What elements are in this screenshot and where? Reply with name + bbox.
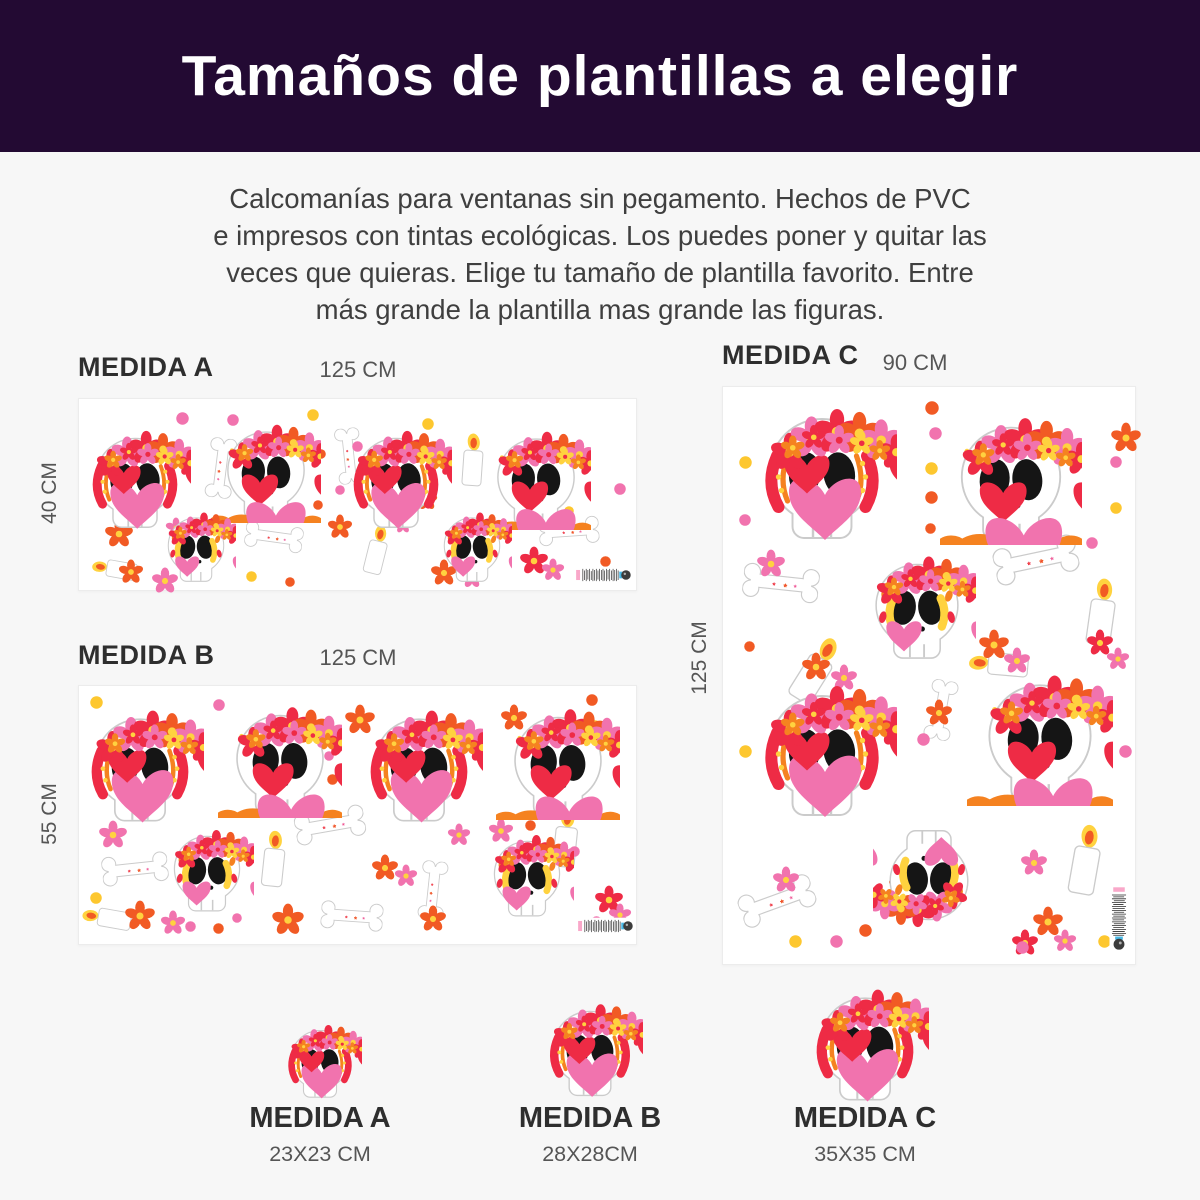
flower-sticker xyxy=(758,852,786,880)
dot-sticker xyxy=(170,406,183,419)
dot-sticker xyxy=(280,572,290,582)
bone-sticker xyxy=(243,519,304,553)
sticker-sheet-b xyxy=(78,685,637,945)
skull-gold-sticker xyxy=(858,544,976,662)
dot-sticker xyxy=(179,915,190,926)
width-label-c: 90 CM xyxy=(882,350,948,375)
section-label-medida-c: MEDIDA C xyxy=(722,340,859,370)
candle-sticker xyxy=(1059,821,1111,900)
flower-sticker xyxy=(1041,917,1065,941)
dot-sticker xyxy=(824,929,837,942)
sample-name-a: MEDIDA A xyxy=(249,1102,391,1134)
dot-sticker xyxy=(782,929,795,942)
sample-skull-a xyxy=(278,1016,362,1100)
height-label-b: 55 CM xyxy=(38,783,61,845)
sample-label-c: MEDIDA C 35X35 CM xyxy=(715,1102,1015,1167)
flower-sticker xyxy=(105,546,131,572)
sample-size-c: 35X35 CM xyxy=(814,1142,916,1166)
dot-sticker xyxy=(918,456,931,469)
flower-sticker xyxy=(1094,406,1126,438)
dot-sticker xyxy=(84,886,96,898)
dot-sticker xyxy=(608,477,620,489)
sample-size-a: 23X23 CM xyxy=(269,1142,371,1166)
skull-curl-sticker xyxy=(496,696,620,820)
skull-curl-sticker xyxy=(940,403,1082,545)
skull-gold-sticker xyxy=(480,825,574,919)
sample-name-b: MEDIDA B xyxy=(518,1102,662,1134)
dot-sticker xyxy=(594,550,605,561)
dot-sticker xyxy=(733,738,746,751)
candle-sticker xyxy=(255,828,293,890)
skull-curl-sticker xyxy=(218,694,342,818)
skull-warm-sticker xyxy=(355,697,483,825)
skull-warm-sticker xyxy=(747,393,897,543)
width-label-b: 125 CM xyxy=(319,645,397,670)
skull-gold-sticker xyxy=(156,504,236,584)
dot-sticker xyxy=(910,727,923,740)
sample-name-c: MEDIDA C xyxy=(793,1102,937,1134)
section-label-medida-b: MEDIDA B xyxy=(78,640,215,670)
flower-sticker xyxy=(1006,835,1034,863)
dot-sticker xyxy=(733,508,745,520)
section-label-medida-a: MEDIDA A xyxy=(78,352,214,382)
flower-sticker xyxy=(108,884,140,916)
dot-sticker xyxy=(918,394,932,408)
dot-sticker xyxy=(733,450,746,463)
dot-sticker xyxy=(1009,934,1022,947)
flower-sticker xyxy=(382,852,406,876)
bc-sticker xyxy=(577,918,633,935)
flower-sticker xyxy=(596,891,620,915)
intro-text: Calcomanías para ventanas sin pegamento.… xyxy=(70,180,1130,328)
dot-sticker xyxy=(207,918,218,929)
bc-sticker xyxy=(1109,886,1128,950)
sticker-sheet-c xyxy=(722,386,1136,965)
flower-sticker xyxy=(529,546,553,570)
dot-sticker xyxy=(1091,929,1104,942)
skull-curl-sticker xyxy=(967,660,1113,806)
skull-warm-sticker xyxy=(747,670,897,820)
sample-skull-b xyxy=(537,993,643,1099)
height-label-c: 125 CM xyxy=(688,621,711,695)
skull-gold-sticker xyxy=(432,504,512,584)
sample-label-b: MEDIDA B 28X28CM xyxy=(440,1102,740,1167)
skull-gold-sticker xyxy=(873,827,985,939)
bc-sticker xyxy=(575,566,631,583)
intro-line-4: más grande la plantilla mas grande las f… xyxy=(315,294,885,325)
flower-sticker xyxy=(405,891,433,919)
skull-warm-sticker xyxy=(76,697,204,825)
flower-sticker xyxy=(1094,635,1118,659)
height-label-a: 40 CM xyxy=(38,462,61,524)
dot-sticker xyxy=(241,565,252,576)
flower-sticker xyxy=(989,633,1017,661)
dot-sticker xyxy=(1104,450,1116,462)
intro-line-3: veces que quieras. Elige tu tamaño de pl… xyxy=(226,257,974,288)
sticker-sheet-a xyxy=(78,398,637,591)
dot-sticker xyxy=(923,421,936,434)
bone-sticker xyxy=(320,899,384,932)
sample-size-b: 28X28CM xyxy=(542,1142,638,1166)
dot-sticker xyxy=(330,480,340,490)
intro-line-1: Calcomanías para ventanas sin pegamento.… xyxy=(229,183,971,214)
dot-sticker xyxy=(852,917,865,930)
sample-skull-c xyxy=(801,976,929,1104)
width-label-a: 125 CM xyxy=(319,357,397,382)
flower-sticker xyxy=(786,637,816,667)
dot-sticker xyxy=(919,517,930,528)
bone-sticker xyxy=(741,562,820,605)
dot-sticker xyxy=(1104,496,1116,508)
header-banner: Tamaños de plantillas a elegir xyxy=(0,0,1200,152)
dot-sticker xyxy=(738,635,749,646)
skull-gold-sticker xyxy=(160,820,254,914)
dot-sticker xyxy=(918,484,931,497)
intro-line-2: e impresos con tintas ecológicas. Los pu… xyxy=(213,220,987,251)
page-title: Tamaños de plantillas a elegir xyxy=(181,44,1019,108)
bone-sticker xyxy=(100,851,169,888)
flower-sticker xyxy=(254,886,288,920)
flower-sticker xyxy=(911,685,939,713)
dot-sticker xyxy=(1112,738,1125,751)
sample-label-a: MEDIDA A 23X23 CM xyxy=(170,1102,470,1167)
